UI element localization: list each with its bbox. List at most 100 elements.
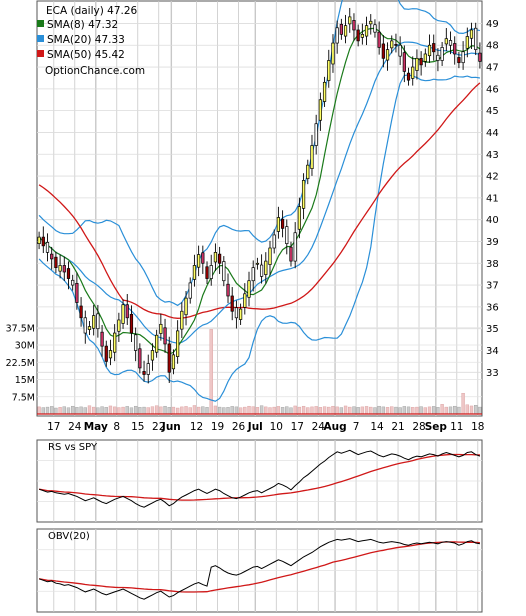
volume-bar xyxy=(360,406,365,415)
candle-body xyxy=(385,49,390,61)
volume-bar xyxy=(37,406,41,415)
candle-body xyxy=(92,315,96,329)
candle-body xyxy=(66,268,71,279)
candle-body xyxy=(201,252,205,264)
price-candles xyxy=(37,7,482,384)
date-tick-label: 19 xyxy=(211,421,224,433)
candle-body xyxy=(180,310,184,330)
volume-bar xyxy=(255,407,260,415)
date-tick-label: 24 xyxy=(68,421,82,433)
date-tick-label: May xyxy=(84,421,108,433)
volume-bar xyxy=(440,404,444,415)
volume-bar xyxy=(314,406,318,415)
volume-bar xyxy=(335,406,339,415)
volume-bar xyxy=(448,406,453,415)
volume-bar xyxy=(331,405,335,415)
candle-body xyxy=(226,283,230,297)
volume-bar xyxy=(385,407,390,415)
candle-body xyxy=(155,334,159,353)
date-tick-label: 18 xyxy=(471,421,484,433)
date-tick-label: 12 xyxy=(190,421,203,433)
volume-bar xyxy=(54,407,58,415)
volume-bar xyxy=(457,406,461,415)
legend-swatch-sma50 xyxy=(37,50,44,57)
volume-bar xyxy=(138,407,142,415)
candle-body xyxy=(255,262,260,265)
volume-bar xyxy=(146,407,150,415)
volume-bar xyxy=(83,407,87,415)
candle-body xyxy=(71,279,75,286)
candle-body xyxy=(205,266,209,279)
candle-body xyxy=(369,20,373,25)
date-tick-label: 24 xyxy=(312,421,326,433)
candle-body xyxy=(419,57,423,66)
volume-bar xyxy=(419,406,423,415)
candle-body xyxy=(41,236,45,247)
volume-bar xyxy=(264,406,268,415)
price-tick-label: 37 xyxy=(486,281,499,292)
volume-bar xyxy=(327,406,331,415)
date-tick-label: 7 xyxy=(353,421,360,433)
candle-body xyxy=(318,99,322,121)
candle-body xyxy=(427,44,432,57)
candle-body xyxy=(62,265,66,273)
sma50-line xyxy=(38,82,481,319)
candle-body xyxy=(188,282,192,299)
legend-sma8: SMA(8) 47.32 xyxy=(47,19,118,31)
candle-body xyxy=(440,47,444,61)
candle-body xyxy=(238,308,243,320)
volume-bar xyxy=(432,406,436,415)
volume-bar xyxy=(92,406,96,415)
candle-body xyxy=(264,260,268,275)
date-tick-label: 22 xyxy=(152,421,165,433)
candle-body xyxy=(209,265,213,279)
legend-sma20: SMA(20) 47.33 xyxy=(47,34,125,46)
panel-frame-0 xyxy=(36,0,483,417)
volume-bar xyxy=(301,405,306,415)
sma8-line xyxy=(38,27,481,355)
price-tick-label: 45 xyxy=(486,106,499,117)
legend-title: ECA (daily) 47.26 xyxy=(46,5,138,17)
candle-body xyxy=(381,43,385,59)
volume-bar xyxy=(201,406,205,415)
date-tick-label: Jun xyxy=(161,421,181,433)
rs-panel-label: RS vs SPY xyxy=(48,442,98,453)
candle-body xyxy=(138,348,142,369)
volume-bar xyxy=(184,406,188,415)
volume-bar xyxy=(251,406,255,415)
volume-bar xyxy=(272,406,276,415)
obv-average-line xyxy=(38,541,480,593)
volume-bar xyxy=(142,406,146,415)
price-tick-label: 42 xyxy=(486,172,499,183)
price-tick-label: 35 xyxy=(486,324,499,335)
volume-bar xyxy=(188,407,192,415)
volume-bar xyxy=(230,406,234,415)
obv-panel-label: OBV(20) xyxy=(48,531,90,542)
volume-bar xyxy=(356,407,360,415)
legend-swatch-sma8 xyxy=(37,20,44,27)
candle-body xyxy=(415,57,419,71)
volume-bar xyxy=(461,393,465,415)
candle-body xyxy=(54,256,58,268)
price-tick-label: 39 xyxy=(486,237,499,248)
volume-bar xyxy=(196,406,201,415)
candle-body xyxy=(276,217,281,232)
candle-body xyxy=(402,52,406,72)
candle-body xyxy=(45,241,50,253)
volume-bar xyxy=(322,406,327,415)
price-tick-label: 48 xyxy=(486,41,499,52)
date-tick-label: 17 xyxy=(47,421,60,433)
volume-bar xyxy=(285,406,289,415)
date-tick-label: 10 xyxy=(270,421,283,433)
candle-body xyxy=(301,180,306,209)
volume-bar xyxy=(297,406,302,415)
volume-bar xyxy=(478,406,482,415)
volume-bar xyxy=(129,407,134,415)
candle-body xyxy=(394,44,398,46)
volume-bar xyxy=(444,406,448,415)
date-tick-label: Sep xyxy=(425,421,448,433)
volume-bar xyxy=(104,407,108,415)
volume-bar xyxy=(71,405,75,415)
candle-body xyxy=(306,164,310,180)
candle-body xyxy=(469,29,474,39)
